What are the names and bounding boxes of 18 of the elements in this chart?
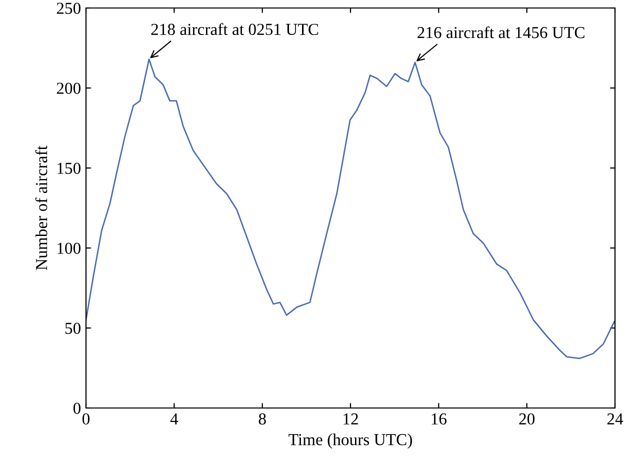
- y-tick-label: 50: [65, 322, 81, 334]
- x-tick-label: 20: [519, 413, 535, 425]
- x-tick-label: 24: [607, 413, 624, 424]
- y-tick-label: 100: [58, 242, 81, 254]
- y-tick-label: 150: [58, 162, 81, 174]
- x-tick-label: 12: [344, 413, 358, 424]
- y-tick-label: 250: [56, 2, 81, 14]
- annotation: 218 aircraft at 0251 UTC: [151, 23, 318, 36]
- x-axis-title: Time (hours UTC): [288, 434, 412, 449]
- y-axis-title: Number of aircraft: [35, 146, 48, 270]
- y-tick-label: 200: [56, 82, 81, 94]
- x-tick-label: 0: [82, 413, 90, 425]
- x-tick-label: 8: [258, 413, 266, 425]
- line-series: [86, 58, 615, 360]
- x-tick-label: 4: [170, 413, 178, 424]
- y-tick-label: 0: [73, 402, 81, 414]
- x-tick-label: 16: [432, 413, 447, 425]
- annotation: 216 aircraft at 1456 UTC: [418, 26, 584, 38]
